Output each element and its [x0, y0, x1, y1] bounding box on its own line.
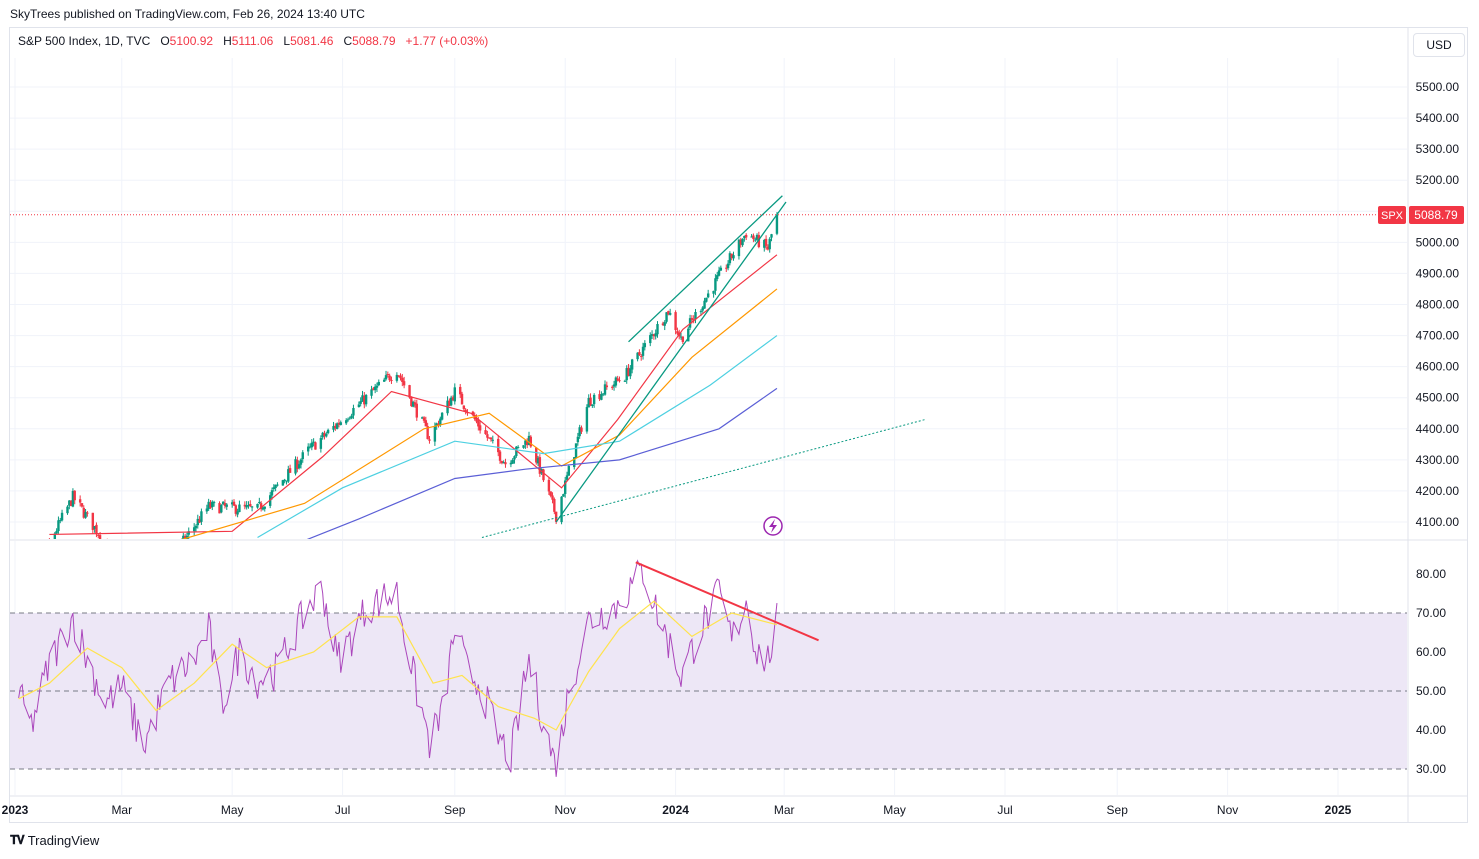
legend-change: +1.77 (+0.03%): [405, 34, 489, 48]
brand-label: TradingView: [27, 833, 100, 848]
currency-button[interactable]: USD: [1413, 33, 1465, 57]
tradingview-logo[interactable]: 𝐓𝐕 TradingView: [10, 833, 99, 848]
legend-high: 5111.06: [231, 34, 274, 48]
legend-open: 5100.92: [169, 34, 214, 48]
symbol-legend: S&P 500 Index, 1D, TVC O5100.92 H5111.06…: [18, 34, 488, 48]
legend-low-label: L: [283, 34, 291, 48]
chart-frame: [9, 27, 1468, 823]
legend-close: 5088.79: [352, 34, 396, 48]
tradingview-mark-icon: 𝐓𝐕: [10, 833, 25, 847]
legend-close-label: C: [343, 34, 353, 48]
legend-low: 5081.46: [290, 34, 334, 48]
legend-open-label: O: [160, 34, 170, 48]
legend-symbol: S&P 500 Index, 1D, TVC: [18, 34, 151, 48]
publisher-caption: SkyTrees published on TradingView.com, F…: [10, 7, 365, 21]
legend-high-label: H: [223, 34, 232, 48]
